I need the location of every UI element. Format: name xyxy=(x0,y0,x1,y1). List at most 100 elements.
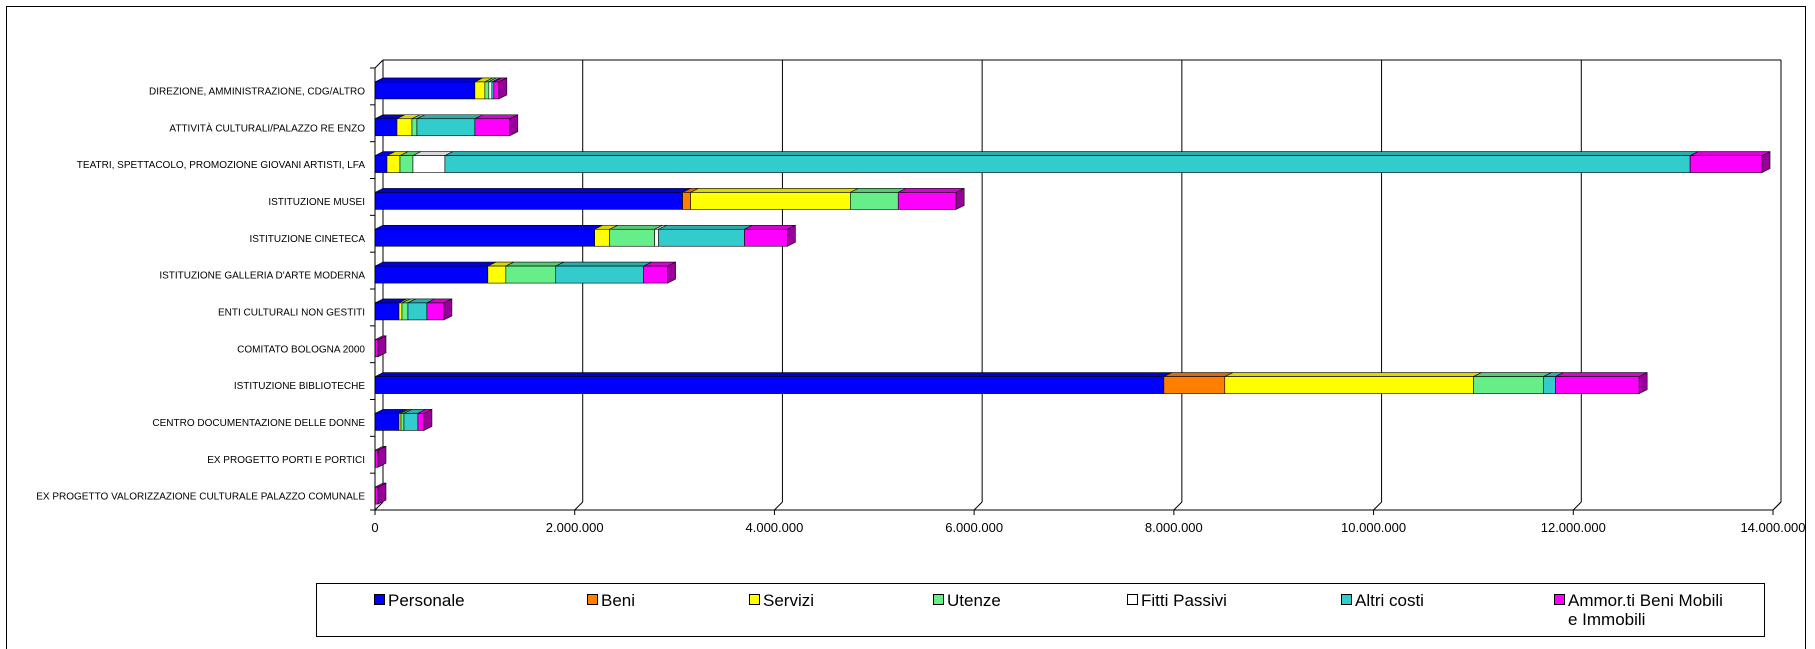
bar-segment-utenze xyxy=(505,261,564,284)
chart-frame xyxy=(6,6,1806,649)
bar-segment-personale xyxy=(374,224,603,247)
bar-segment-personale xyxy=(374,298,408,321)
bar-front-face xyxy=(411,118,418,137)
legend-swatch xyxy=(1554,594,1565,605)
bar-side-face xyxy=(377,482,387,505)
bar-side-face xyxy=(955,187,965,210)
bar-segment-altri-costi xyxy=(403,409,427,431)
bar-segment-altri-costi xyxy=(416,114,483,137)
category-label: EX PROGETTO VALORIZZAZIONE CULTURALE PAL… xyxy=(36,492,365,503)
x-tick-label: 10.000.000 xyxy=(1341,520,1406,535)
legend-label: Personale xyxy=(388,591,465,610)
bar-front-face xyxy=(374,413,400,431)
bar-front-face xyxy=(412,155,446,173)
category-label: ISTITUZIONE BIBLIOTECHE xyxy=(234,381,365,392)
legend: Personale Beni Servizi Utenze Fitti Passivi A… xyxy=(316,583,1765,637)
x-tick-label: 12.000.000 xyxy=(1541,520,1606,535)
bar-segment-servizi xyxy=(690,188,859,210)
x-tick-label: 0 xyxy=(371,520,378,535)
bar-segment-altri-costi xyxy=(407,298,436,321)
bar-segment-personale xyxy=(374,372,1173,394)
bar-top-face xyxy=(505,261,564,267)
bar-top-face xyxy=(374,77,483,83)
floor-gridline xyxy=(774,501,783,511)
bar-top-face xyxy=(1473,372,1552,377)
bar-front-face xyxy=(399,155,414,173)
bar-front-face xyxy=(850,192,899,210)
bar-segment-utenze xyxy=(1473,372,1552,394)
bar-top-face xyxy=(1555,372,1648,377)
bar-front-face xyxy=(386,155,401,173)
bar-segment-personale xyxy=(374,114,406,137)
bar-segment-altri-costi xyxy=(444,151,1699,173)
bar-segment-ammor-ti-beni-mobili-e-immobili xyxy=(897,188,965,210)
bar-top-face xyxy=(1224,372,1482,377)
bar-segment-beni xyxy=(1163,372,1233,394)
bar-front-face xyxy=(1473,376,1544,394)
bar-side-face xyxy=(787,224,796,247)
category-label: ISTITUZIONE CINETECA xyxy=(249,234,365,245)
bar-segment-altri-costi xyxy=(555,261,652,284)
bar-front-face xyxy=(484,81,490,100)
bar-front-face xyxy=(444,155,1691,173)
bar-top-face xyxy=(898,188,965,193)
bar-front-face xyxy=(682,192,691,210)
category-label: ENTI CULTURALI NON GESTITI xyxy=(218,307,365,318)
bar-side-face xyxy=(498,77,508,100)
y-axis-depth xyxy=(374,59,384,69)
category-label: CENTRO DOCUMENTAZIONE DELLE DONNE xyxy=(152,418,365,429)
x-tick-label: 8.000.000 xyxy=(1145,520,1203,535)
bar-front-face xyxy=(400,413,405,431)
bar-top-face xyxy=(374,372,1173,377)
bar-segment-personale xyxy=(374,77,483,100)
bar-front-face xyxy=(374,265,489,284)
bar-top-face xyxy=(374,224,603,230)
legend-swatch xyxy=(1341,594,1352,605)
x-tick-label: 2.000.000 xyxy=(546,520,604,535)
bar-front-face xyxy=(594,228,610,247)
category-label: ISTITUZIONE MUSEI xyxy=(268,197,365,208)
legend-swatch xyxy=(587,594,598,605)
bar-top-face xyxy=(1689,151,1771,156)
bar-segment-ammor-ti-beni-mobili-e-immobili xyxy=(744,224,796,247)
category-label: EX PROGETTO PORTI E PORTICI xyxy=(207,455,365,466)
bar-front-face xyxy=(396,118,413,137)
category-label: DIREZIONE, AMMINISTRAZIONE, CDG/ALTRO xyxy=(149,86,365,97)
legend-label: Beni xyxy=(601,591,636,610)
bar-top-face xyxy=(850,188,907,193)
floor-gridline xyxy=(1373,501,1382,511)
bar-top-face xyxy=(1163,372,1233,377)
bar-segment-servizi xyxy=(594,224,618,247)
bar-front-face xyxy=(374,155,388,173)
bar-segment-ammor-ti-beni-mobili-e-immobili xyxy=(643,261,676,284)
category-label: ATTIVITÀ CULTURALI/PALAZZO RE ENZO xyxy=(169,121,365,134)
bar-front-face xyxy=(407,302,428,321)
bar-top-face xyxy=(444,151,1699,156)
bar-front-face xyxy=(609,228,655,247)
bar-front-face xyxy=(403,413,419,431)
bar-side-face xyxy=(377,335,387,358)
category-label: TEATRI, SPETTACOLO, PROMOZIONE GIOVANI A… xyxy=(77,160,366,171)
legend-swatch xyxy=(749,594,760,605)
bar-front-face xyxy=(493,81,500,100)
bar-front-face xyxy=(690,192,851,210)
bar-front-face xyxy=(897,192,957,210)
bar-front-face xyxy=(398,302,403,321)
bar-front-face xyxy=(658,228,745,247)
x-axis-depth xyxy=(1772,501,1782,511)
bar-side-face xyxy=(377,445,387,468)
x-tick-labels: 0 2.000.000 4.000.000 6.000.000 8.000.000 10.… xyxy=(371,520,1805,535)
category-label: COMITATO BOLOGNA 2000 xyxy=(237,344,365,355)
bar-front-face xyxy=(426,302,445,321)
bar-front-face xyxy=(1543,376,1556,394)
floor-gridline xyxy=(1572,501,1582,511)
bar-top-face xyxy=(690,188,859,193)
bar-front-face xyxy=(488,81,493,100)
x-tick-label: 6.000.000 xyxy=(945,520,1003,535)
bar-front-face xyxy=(374,228,595,247)
bar-front-face xyxy=(401,302,409,321)
legend-label: Fitti Passivi xyxy=(1141,591,1227,610)
bar-top-face xyxy=(416,114,483,120)
bar-segment-servizi xyxy=(1224,372,1482,394)
legend-label: Utenze xyxy=(947,591,1001,610)
